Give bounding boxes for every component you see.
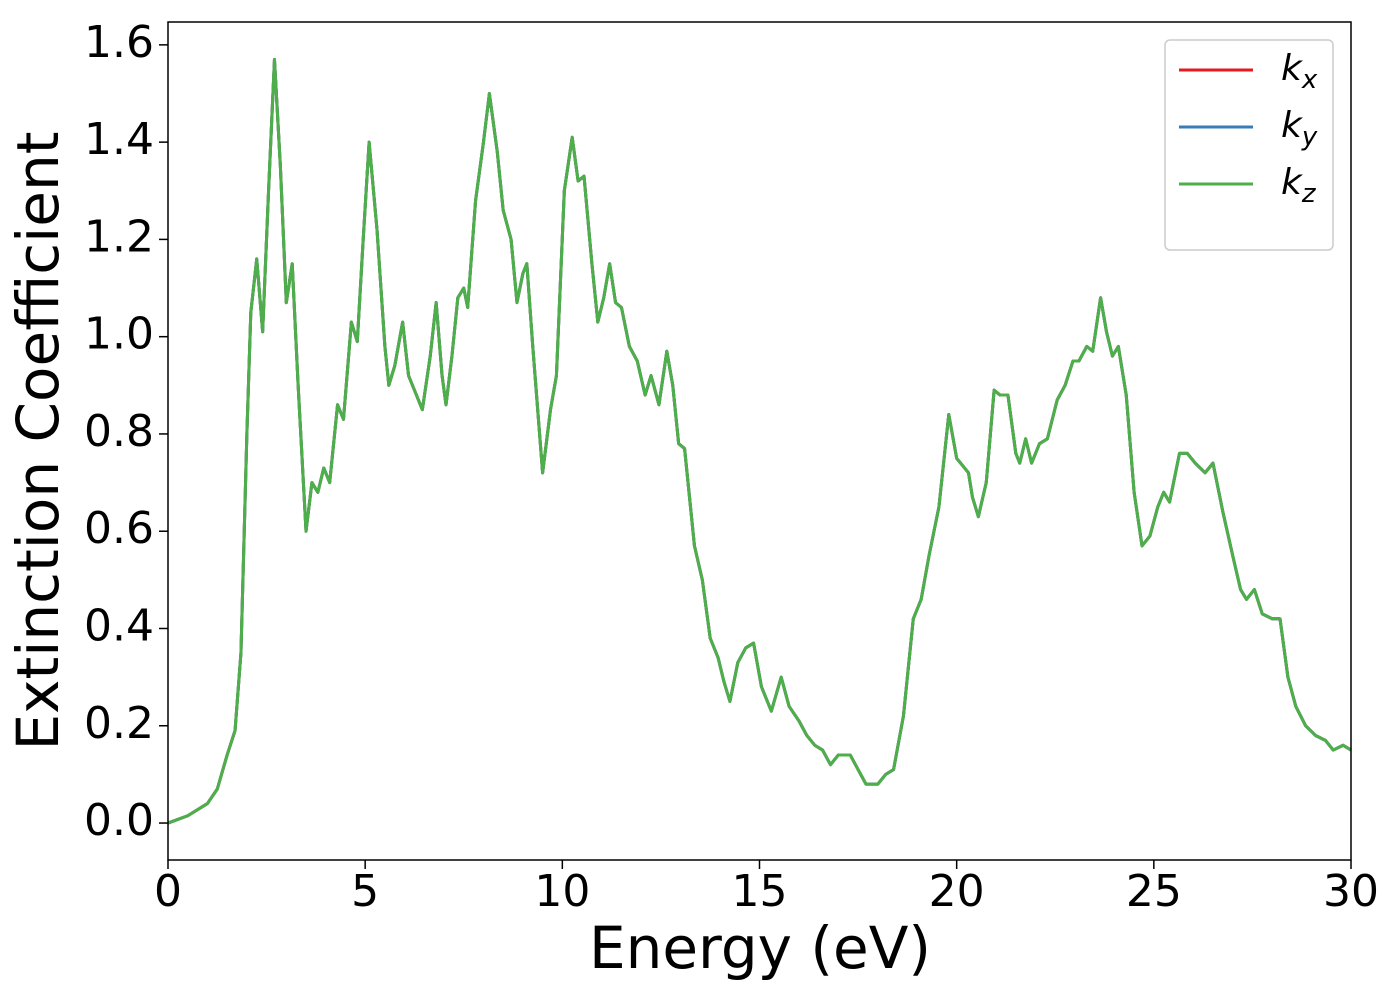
y-tick-label: 0.0 [84,795,154,846]
x-tick-label: 30 [1323,866,1379,917]
legend-box [1164,39,1334,251]
legend-label: ky [1281,105,1318,152]
x-tick-label: 15 [732,866,788,917]
y-tick-label: 0.8 [84,406,154,457]
legend-label: kz [1281,162,1317,209]
x-tick-label: 25 [1126,866,1182,917]
y-tick-label: 1.4 [84,114,154,165]
x-tick-label: 0 [154,866,182,917]
y-tick-label: 0.4 [84,600,154,651]
legend-label: kx [1281,48,1318,95]
plot-frame [167,21,1352,861]
series-line [167,57,1352,825]
y-tick-label: 0.2 [84,698,154,749]
y-axis-label: Extinction Coefficient [4,132,72,751]
y-tick-label: 0.6 [84,503,154,554]
y-tick-label: 1.0 [84,309,154,360]
x-axis-label: Energy (eV) [589,914,931,982]
y-tick-label: 1.2 [84,211,154,262]
x-tick-label: 10 [534,866,590,917]
y-tick-label: 1.6 [84,17,154,68]
x-tick-label: 20 [929,866,985,917]
x-tick-label: 5 [351,866,379,917]
